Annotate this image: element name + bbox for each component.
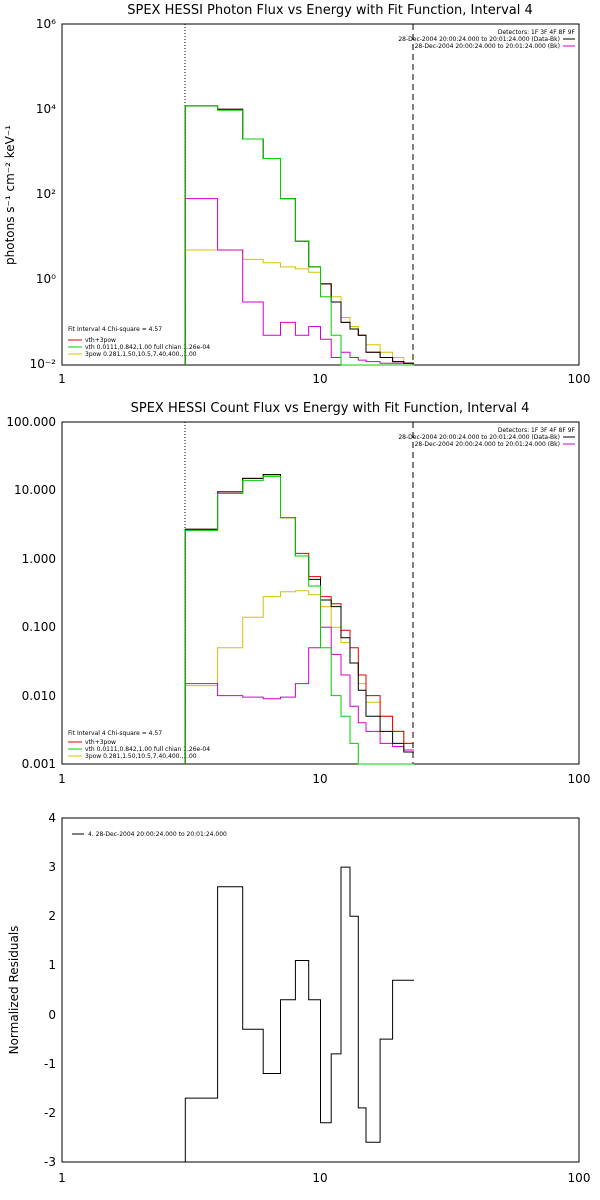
count-ytick-0.100: 0.100 — [22, 620, 56, 634]
photon-fit-l3: 3pow 0.281,1.50,10.5,7.40,400.,1.00 — [85, 351, 197, 358]
count-flux-panel: SPEX HESSI Count Flux vs Energy with Fit… — [6, 401, 590, 786]
photon-xtick-100: 100 — [568, 372, 591, 386]
residuals-ytick-4: 4 — [48, 811, 56, 825]
series-fit — [184, 105, 414, 365]
residuals-xtick-100: 100 — [568, 1171, 591, 1185]
series-data-bk — [184, 474, 414, 764]
photon-panel-title: SPEX HESSI Photon Flux vs Energy with Fi… — [127, 3, 533, 18]
series-data-bk — [184, 105, 414, 365]
residuals-panel: Normalized Residuals -3 -2 -1 0 1 2 3 4 … — [7, 811, 590, 1185]
photon-ytick-1e-2: 10⁻² — [30, 357, 57, 371]
photon-x-ticks: 1 10 100 — [58, 372, 590, 386]
photon-flux-panel: SPEX HESSI Photon Flux vs Energy with Fi… — [3, 3, 590, 386]
count-xtick-10: 10 — [312, 772, 327, 786]
series-bk-magenta- — [184, 198, 414, 365]
photon-ytick-1e6: 10⁶ — [36, 17, 56, 31]
count-legend-data-bk: 28-Dec-2004 20:00:24.000 to 20:01:24.000… — [398, 434, 560, 441]
count-series-group — [184, 474, 414, 765]
residuals-ytick-minus1: -1 — [44, 1057, 56, 1071]
photon-fit-l2: vth 0.0111,0.842,1.00 full chian 1.26e-0… — [85, 344, 210, 351]
count-xtick-100: 100 — [568, 772, 591, 786]
photon-plot-frame — [61, 23, 580, 366]
count-ytick-10.000: 10.000 — [14, 483, 56, 497]
residuals-y-ticks: -3 -2 -1 0 1 2 3 4 — [44, 811, 56, 1169]
residuals-series-group — [184, 866, 414, 1162]
photon-legend-bk: 28-Dec-2004 20:00:24.000 to 20:01:24.000… — [415, 43, 560, 50]
count-xtick-1: 1 — [58, 772, 66, 786]
count-fit-l2: vth 0.0111,0.842,1.00 full chian 1.26e-0… — [85, 746, 210, 753]
count-detectors-label: Detectors: 1F 3F 4F 8F 9F — [498, 427, 576, 434]
residuals-ytick-0: 0 — [48, 1008, 56, 1022]
residuals-x-ticks: 1 10 100 — [58, 1171, 590, 1185]
residuals-y-axis-label: Normalized Residuals — [7, 926, 21, 1055]
photon-xtick-10: 10 — [312, 372, 327, 386]
series-vth — [184, 105, 414, 366]
count-fit-l3: 3pow 0.281,1.50,10.5,7.40,400.,1.00 — [85, 753, 197, 760]
photon-y-ticks: 10⁻² 10⁰ 10² 10⁴ 10⁶ — [30, 17, 57, 371]
count-panel-title: SPEX HESSI Count Flux vs Energy with Fit… — [131, 401, 530, 416]
residuals-xtick-10: 10 — [312, 1171, 327, 1185]
photon-legend-data-bk: 28-Dec-2004 20:00:24.000 to 20:01:24.000… — [398, 36, 560, 43]
residuals-plot-frame — [61, 817, 580, 1163]
photon-fit-l1: vth+3pow — [85, 337, 116, 344]
residuals-ytick-2: 2 — [48, 909, 56, 923]
photon-y-axis-label: photons s⁻¹ cm⁻² keV⁻¹ — [3, 125, 17, 265]
series-residuals — [184, 866, 414, 1162]
photon-xtick-1: 1 — [58, 372, 66, 386]
photon-series-group — [184, 105, 414, 366]
count-x-ticks: 1 10 100 — [58, 772, 590, 786]
count-plot-frame — [61, 421, 580, 765]
count-y-ticks: 0.001 0.010 0.100 1.000 10.000 100.000 — [6, 415, 56, 771]
residuals-xtick-1: 1 — [58, 1171, 66, 1185]
count-ytick-1.000: 1.000 — [22, 552, 56, 566]
count-ytick-0.001: 0.001 — [22, 757, 56, 771]
photon-ytick-1e4: 10⁴ — [36, 102, 56, 116]
count-fit-l1: vth+3pow — [85, 739, 116, 746]
residuals-ytick-minus3: -3 — [44, 1155, 56, 1169]
residuals-ytick-1: 1 — [48, 958, 56, 972]
count-ytick-0.010: 0.010 — [22, 689, 56, 703]
residuals-legend: 4. 28-Dec-2004 20:00:24.000 to 20:01:24.… — [88, 831, 227, 838]
series-bk-magenta- — [184, 626, 414, 764]
series-3pow-yellow- — [184, 249, 414, 365]
photon-detectors-label: Detectors: 1F 3F 4F 8F 9F — [498, 29, 576, 36]
count-ytick-100.000: 100.000 — [6, 415, 56, 429]
series-vth — [184, 475, 414, 765]
photon-fit-title: Fit Interval 4 Chi-square = 4.57 — [68, 326, 162, 333]
photon-ytick-1e2: 10² — [36, 187, 56, 201]
residuals-ytick-minus2: -2 — [44, 1106, 56, 1120]
photon-ytick-1e0: 10⁰ — [36, 272, 56, 286]
count-legend-bk: 28-Dec-2004 20:00:24.000 to 20:01:24.000… — [415, 441, 560, 448]
count-fit-title: Fit Interval 4 Chi-square = 4.57 — [68, 730, 162, 737]
residuals-ytick-3: 3 — [48, 860, 56, 874]
